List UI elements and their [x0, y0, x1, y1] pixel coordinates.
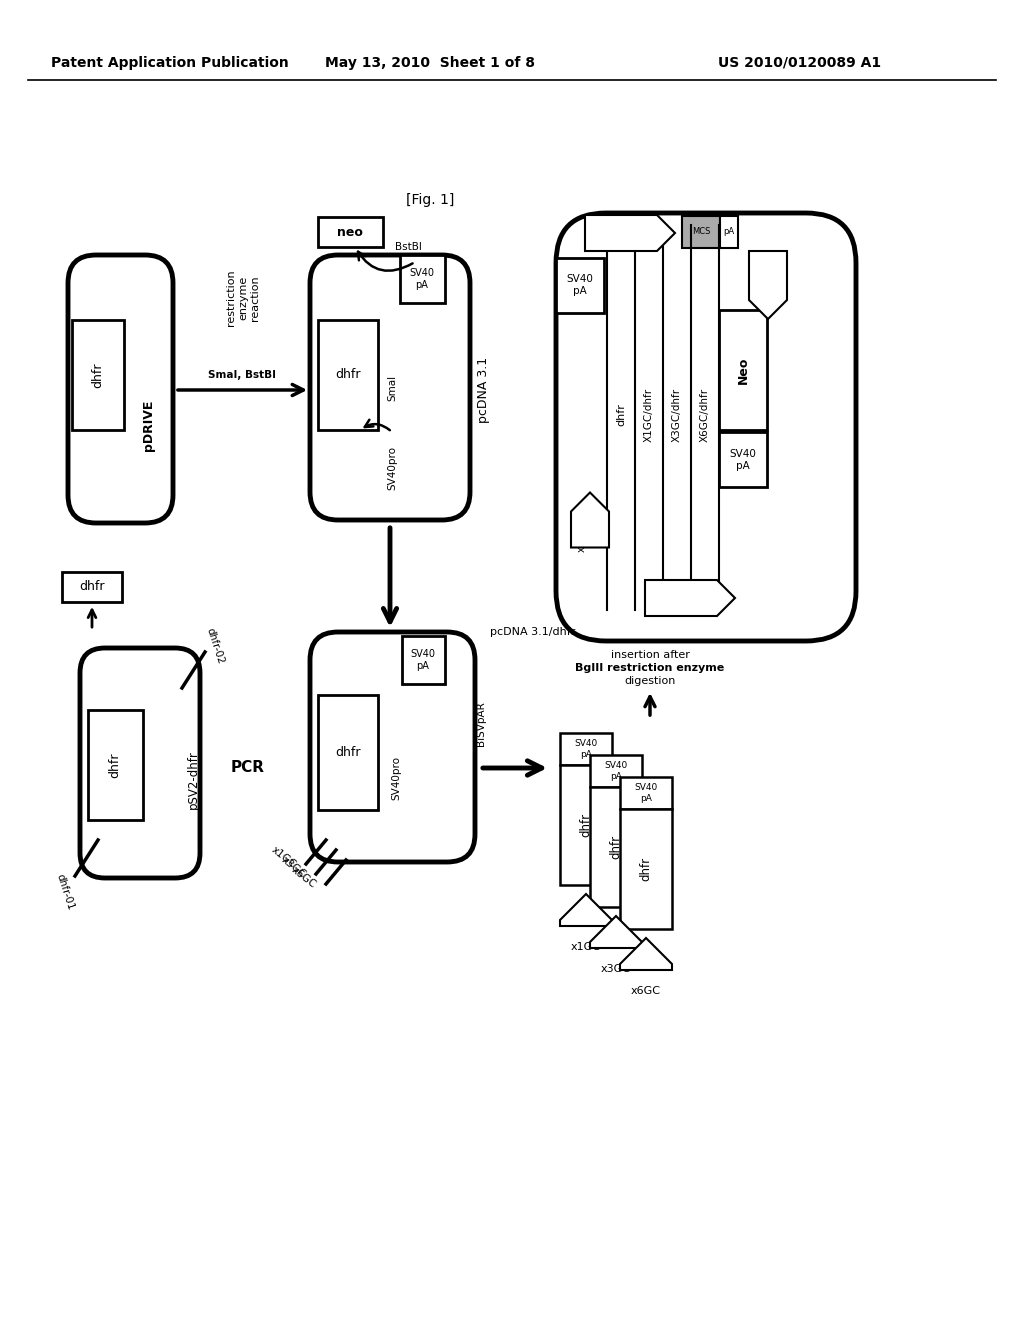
FancyBboxPatch shape	[560, 733, 612, 766]
Text: dhfr: dhfr	[79, 581, 104, 594]
Polygon shape	[590, 916, 642, 948]
FancyBboxPatch shape	[310, 632, 475, 862]
Text: pcDNA 3.1: pcDNA 3.1	[476, 356, 489, 424]
FancyBboxPatch shape	[62, 572, 122, 602]
Text: dhfr-02: dhfr-02	[205, 627, 225, 665]
FancyBboxPatch shape	[88, 710, 143, 820]
Text: x3GC: x3GC	[280, 854, 308, 879]
Text: SV40pro: SV40pro	[387, 446, 397, 490]
FancyBboxPatch shape	[310, 255, 470, 520]
Text: Amp: Amp	[666, 591, 695, 605]
Text: SV40pro: SV40pro	[391, 756, 401, 800]
FancyBboxPatch shape	[400, 255, 445, 304]
Text: dhfr-01: dhfr-01	[54, 873, 76, 911]
Text: SV40
pA: SV40 pA	[635, 783, 657, 803]
FancyBboxPatch shape	[590, 755, 642, 787]
FancyBboxPatch shape	[68, 255, 173, 523]
Text: BiSVpAR: BiSVpAR	[476, 702, 486, 746]
FancyBboxPatch shape	[719, 432, 767, 487]
Text: BgIII restriction enzyme: BgIII restriction enzyme	[575, 663, 725, 673]
Text: MCS: MCS	[692, 227, 711, 236]
FancyBboxPatch shape	[556, 257, 604, 313]
Text: X3GC/dhfr: X3GC/dhfr	[672, 388, 682, 442]
FancyBboxPatch shape	[720, 216, 738, 248]
Text: insertion after: insertion after	[610, 649, 689, 660]
Text: SV40
pA: SV40 pA	[411, 649, 435, 671]
Text: pSV2-dhfr: pSV2-dhfr	[186, 751, 200, 809]
Text: neo: neo	[337, 226, 362, 239]
Polygon shape	[749, 251, 787, 319]
FancyBboxPatch shape	[620, 809, 672, 929]
Text: PCR: PCR	[231, 760, 265, 776]
Text: SmaI: SmaI	[387, 375, 397, 401]
Text: May 13, 2010  Sheet 1 of 8: May 13, 2010 Sheet 1 of 8	[325, 55, 535, 70]
Polygon shape	[571, 492, 609, 548]
FancyBboxPatch shape	[590, 787, 642, 907]
FancyBboxPatch shape	[80, 648, 200, 878]
Text: pcDNA 3.1/dhfr: pcDNA 3.1/dhfr	[490, 627, 575, 638]
Text: dhfr: dhfr	[640, 857, 652, 880]
Text: x1GC: x1GC	[571, 942, 601, 952]
FancyBboxPatch shape	[318, 216, 383, 247]
Text: dhfr: dhfr	[335, 747, 360, 759]
Text: dhfr: dhfr	[609, 836, 623, 859]
Text: dhfr: dhfr	[616, 404, 626, 426]
Text: dhfr: dhfr	[91, 362, 104, 388]
Text: BstBI: BstBI	[394, 242, 422, 252]
FancyBboxPatch shape	[72, 319, 124, 430]
Text: x1,3,6GC: x1,3,6GC	[577, 508, 587, 552]
Text: US 2010/0120089 A1: US 2010/0120089 A1	[719, 55, 882, 70]
Text: SmaI, BstBI: SmaI, BstBI	[208, 370, 276, 380]
Text: SV40
pA: SV40 pA	[566, 275, 594, 296]
Text: restriction
enzyme
reaction: restriction enzyme reaction	[226, 269, 260, 326]
Text: CMVpro: CMVpro	[600, 228, 640, 238]
FancyBboxPatch shape	[620, 777, 672, 809]
Text: SV40
pA: SV40 pA	[574, 739, 598, 759]
Polygon shape	[585, 215, 675, 251]
FancyBboxPatch shape	[560, 766, 612, 884]
Text: [Fig. 1]: [Fig. 1]	[406, 193, 455, 207]
Text: dhfr: dhfr	[580, 813, 593, 837]
FancyBboxPatch shape	[556, 213, 856, 642]
Text: SV40
pA: SV40 pA	[410, 268, 434, 290]
Text: SV40
pA: SV40 pA	[729, 449, 757, 471]
Text: Patent Application Publication: Patent Application Publication	[51, 55, 289, 70]
Text: x1GC: x1GC	[269, 845, 298, 870]
Text: x6GC: x6GC	[290, 865, 318, 890]
Text: digestion: digestion	[625, 676, 676, 686]
Text: x3GC: x3GC	[601, 964, 631, 974]
FancyBboxPatch shape	[318, 319, 378, 430]
FancyBboxPatch shape	[402, 636, 445, 684]
Text: pDRIVE: pDRIVE	[141, 400, 155, 450]
Text: Neo: Neo	[736, 356, 750, 384]
Polygon shape	[620, 939, 672, 970]
Polygon shape	[645, 579, 735, 616]
Polygon shape	[560, 894, 612, 927]
Text: SV40pro: SV40pro	[763, 253, 773, 297]
FancyBboxPatch shape	[719, 310, 767, 430]
Text: x6GC: x6GC	[631, 986, 662, 997]
Text: X6GC/dhfr: X6GC/dhfr	[700, 388, 710, 442]
FancyBboxPatch shape	[318, 696, 378, 810]
FancyBboxPatch shape	[682, 216, 720, 248]
Text: X1GC/dhfr: X1GC/dhfr	[644, 388, 654, 442]
Text: pA: pA	[723, 227, 734, 236]
Text: dhfr: dhfr	[109, 752, 122, 777]
Text: SV40
pA: SV40 pA	[604, 762, 628, 780]
Text: dhfr: dhfr	[335, 368, 360, 381]
